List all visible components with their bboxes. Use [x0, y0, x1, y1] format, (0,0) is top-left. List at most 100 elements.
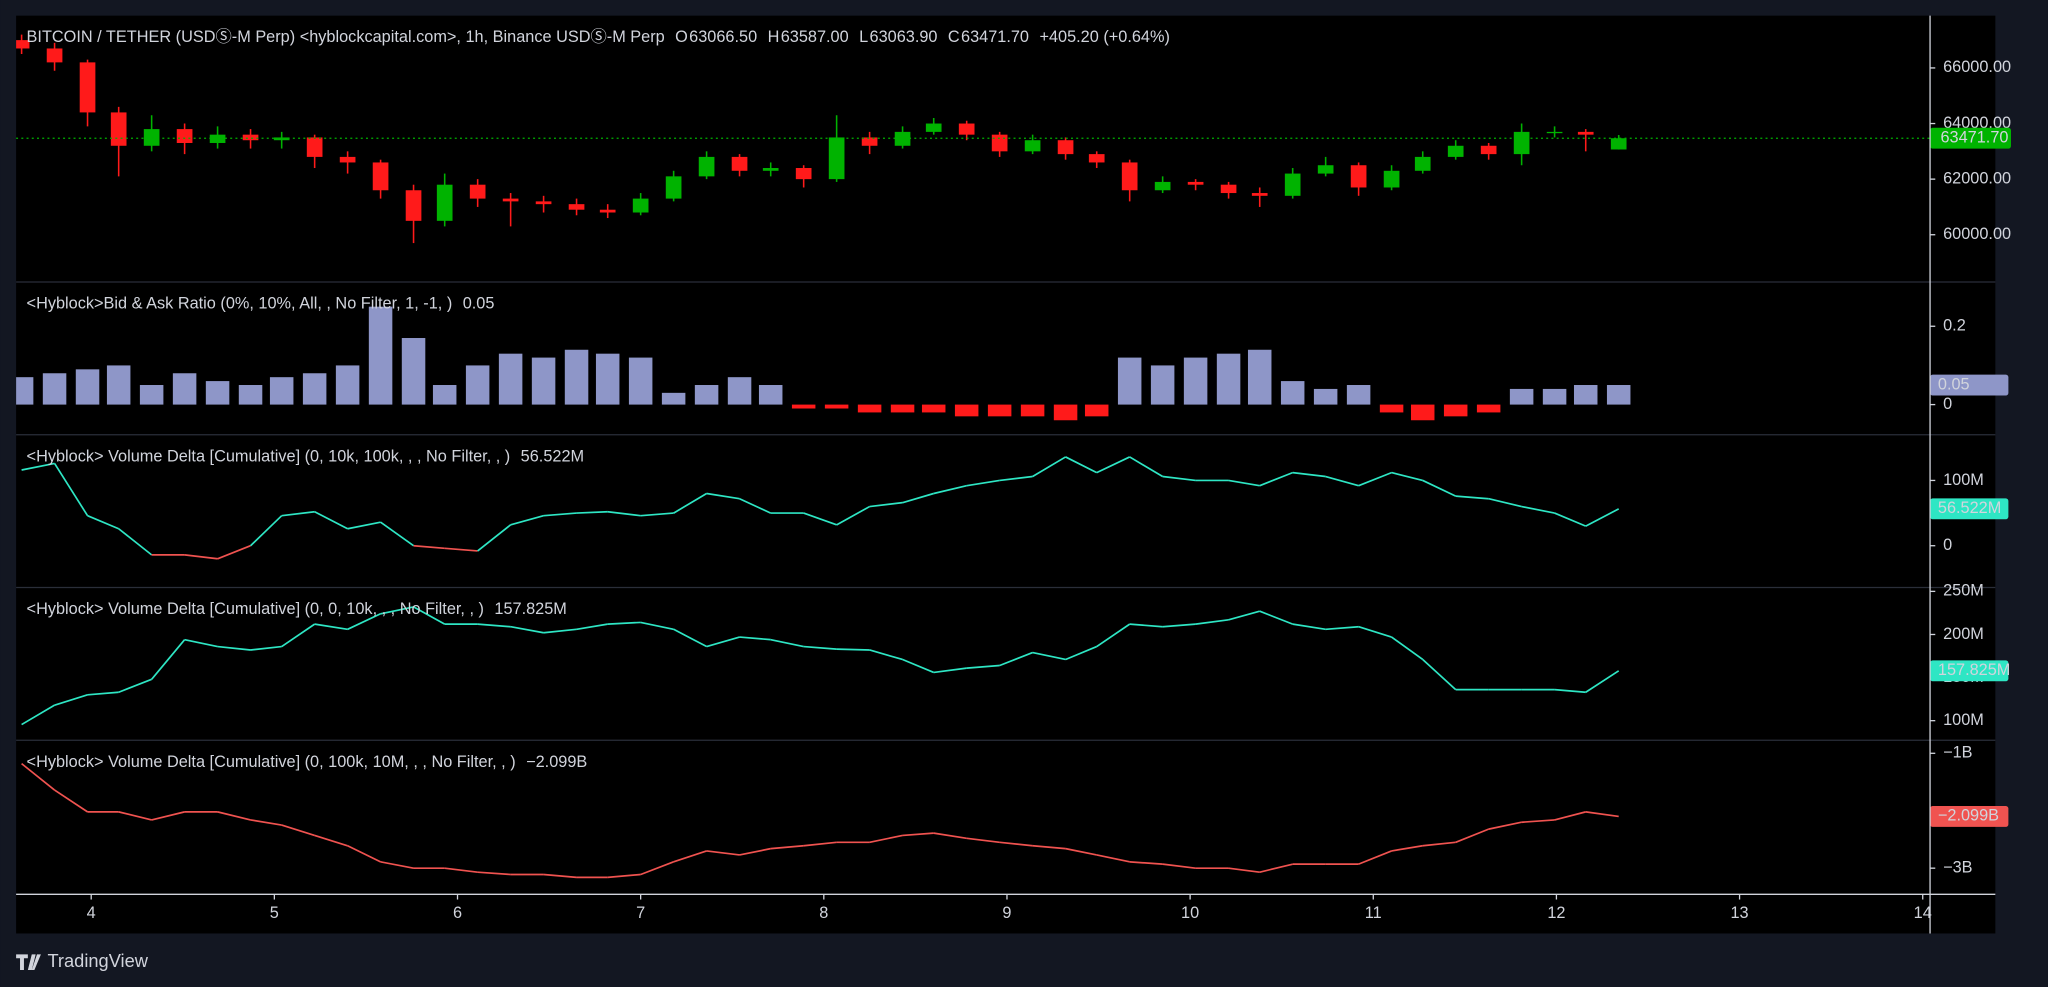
line-segment: [1065, 645, 1098, 661]
candle-body: [958, 123, 975, 135]
line-segment: [640, 861, 674, 876]
line-segment: [54, 694, 88, 706]
line-segment: [1422, 479, 1457, 497]
bar: [498, 353, 523, 405]
ohlc-value: 63063.90: [870, 28, 938, 46]
line-segment: [902, 832, 934, 837]
line-segment: [543, 628, 577, 634]
line-segment: [1585, 811, 1619, 818]
bar: [139, 385, 164, 405]
bar: [1443, 404, 1468, 417]
bar: [727, 377, 752, 405]
line-segment: [607, 510, 641, 517]
line-segment: [281, 510, 315, 517]
candle-body: [1284, 173, 1301, 196]
line-segment: [347, 613, 381, 631]
line-segment: [1488, 821, 1522, 830]
bar: [1150, 365, 1175, 405]
value-tag: [1930, 498, 2009, 520]
line-segment: [1325, 475, 1359, 487]
bar: [531, 357, 556, 405]
pane-value: 0.05: [463, 295, 495, 313]
line-segment: [1162, 475, 1196, 482]
line-segment: [217, 645, 251, 651]
line-segment: [1096, 623, 1131, 648]
candle-body: [665, 176, 682, 199]
bar: [1183, 357, 1208, 405]
line-segment: [217, 811, 251, 821]
line-segment: [770, 638, 804, 648]
x-tick-label: 13: [1731, 904, 1749, 922]
line-segment: [1032, 844, 1066, 850]
line-segment: [281, 623, 316, 648]
x-tick-label: 6: [453, 904, 462, 922]
line-segment: [184, 554, 218, 560]
bar: [42, 373, 67, 405]
value-tag: [1930, 374, 2009, 396]
y-tick-label: 0.2: [1943, 317, 1966, 335]
y-tick-label: 0: [1943, 395, 1952, 413]
line-segment: [1455, 828, 1489, 844]
pane-title: BITCOIN / TETHER (USDⓈ-M Perp) <hyblockc…: [27, 28, 665, 46]
line-segment: [1521, 505, 1555, 514]
line-segment: [739, 847, 771, 856]
bar: [368, 306, 393, 405]
line-segment: [836, 505, 871, 526]
line-segment: [87, 691, 119, 696]
candle-body: [436, 184, 453, 221]
candle-body: [1024, 140, 1041, 152]
line-segment: [1358, 625, 1392, 638]
bar: [921, 404, 946, 413]
line-segment: [217, 544, 251, 560]
candle-body: [1121, 162, 1138, 191]
line-segment: [673, 492, 708, 514]
candle-body: [502, 198, 519, 202]
pane-value: 56.522M: [521, 447, 584, 465]
bar: [1346, 385, 1371, 405]
line-segment: [770, 844, 804, 850]
pane: [16, 306, 1631, 421]
line-segment: [1358, 471, 1392, 487]
bar: [335, 365, 360, 405]
bar: [1606, 385, 1631, 405]
bar: [1216, 353, 1241, 405]
candle-body: [1187, 181, 1204, 185]
line-segment: [380, 521, 415, 547]
chart-area: [16, 15, 1996, 934]
candle-body: [1317, 165, 1334, 174]
line-segment: [966, 837, 1000, 844]
line-segment: [1422, 658, 1457, 691]
candle-body: [242, 134, 259, 141]
x-tick-label: 4: [87, 904, 96, 922]
value-tag-label: 157.825M: [1938, 661, 2010, 679]
line-segment: [543, 873, 577, 879]
line-segment: [1032, 651, 1066, 661]
line-segment: [1065, 847, 1097, 856]
y-tick-label: 62000.00: [1943, 169, 2011, 187]
bar: [1247, 349, 1272, 405]
line-segment: [869, 501, 903, 508]
candle-body: [1088, 154, 1105, 163]
line-segment: [706, 636, 740, 648]
y-tick-label: −3B: [1943, 858, 1973, 876]
bar: [1313, 388, 1338, 405]
bar: [758, 385, 783, 405]
bar: [106, 365, 131, 405]
candle-body: [599, 209, 616, 213]
bar: [890, 404, 915, 413]
line-segment: [1358, 850, 1392, 865]
candle-body: [1546, 131, 1563, 134]
line-segment: [347, 845, 381, 863]
line-segment: [869, 834, 903, 844]
bar: [987, 404, 1012, 417]
pane-title: <Hyblock> Volume Delta [Cumulative] (0, …: [27, 600, 484, 618]
pane: [21, 456, 1620, 560]
candle-body: [925, 123, 942, 132]
bar: [628, 357, 653, 405]
line-segment: [999, 651, 1033, 667]
candle-body: [1577, 131, 1594, 135]
candle-body: [209, 134, 226, 143]
bar: [694, 385, 719, 405]
